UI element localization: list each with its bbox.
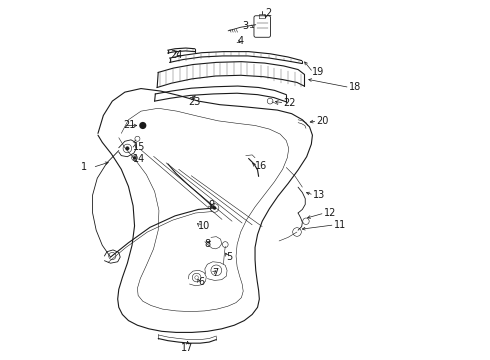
Text: 10: 10 (198, 221, 211, 231)
Text: 2: 2 (265, 8, 271, 18)
Text: 8: 8 (205, 239, 211, 249)
Text: 16: 16 (255, 161, 267, 171)
Text: 17: 17 (181, 343, 194, 353)
Text: 24: 24 (170, 50, 182, 60)
Text: 22: 22 (284, 98, 296, 108)
Circle shape (125, 147, 129, 150)
Circle shape (139, 122, 147, 129)
Text: 5: 5 (226, 252, 233, 262)
Text: 20: 20 (317, 116, 329, 126)
Text: 9: 9 (208, 200, 215, 210)
Text: 14: 14 (133, 154, 146, 164)
Text: 11: 11 (334, 220, 346, 230)
Text: 12: 12 (324, 208, 336, 218)
Circle shape (213, 206, 216, 210)
Text: 21: 21 (123, 121, 135, 130)
Text: 7: 7 (212, 268, 218, 278)
Text: 1: 1 (81, 162, 87, 172)
Text: 3: 3 (243, 21, 248, 31)
Text: 19: 19 (313, 67, 325, 77)
Circle shape (133, 156, 136, 159)
Text: 18: 18 (349, 82, 361, 93)
Text: 4: 4 (237, 36, 243, 46)
Text: 23: 23 (188, 97, 201, 107)
Text: 15: 15 (133, 142, 146, 152)
Text: 6: 6 (198, 277, 204, 287)
Text: 13: 13 (313, 190, 325, 200)
